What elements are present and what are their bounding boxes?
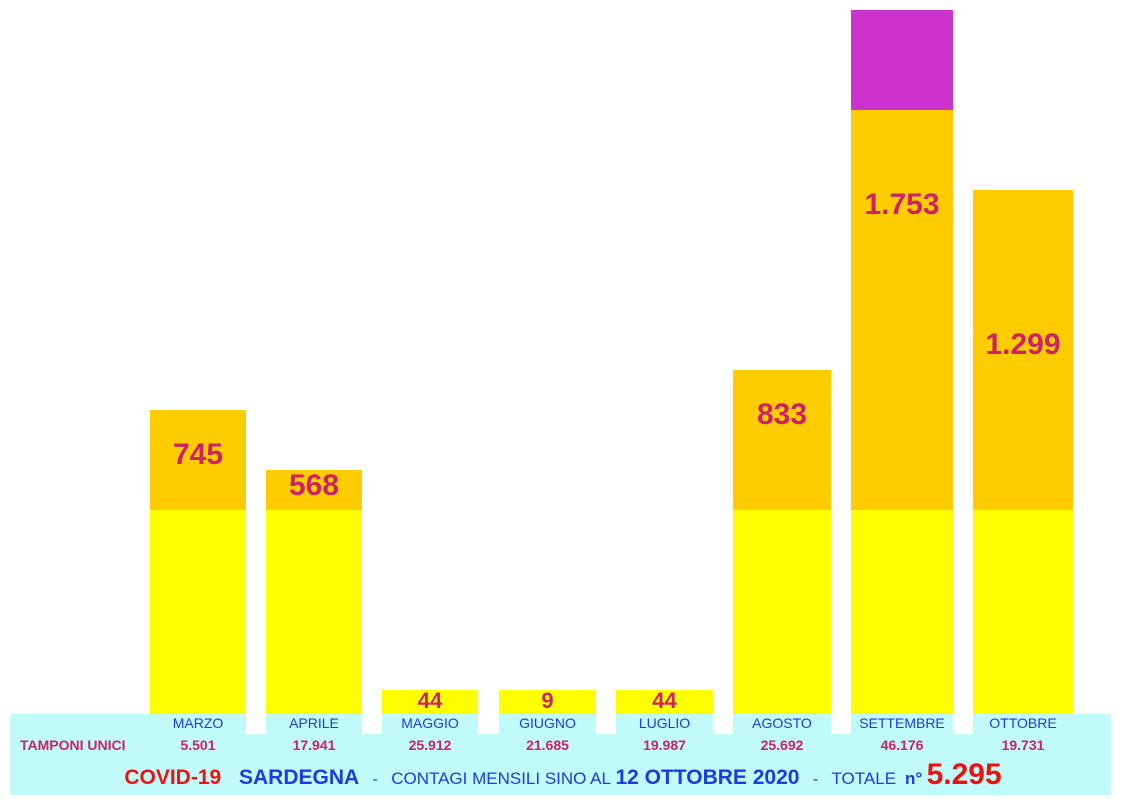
bar-segment-base xyxy=(733,510,831,714)
tamponi-label: TAMPONI UNICI xyxy=(20,737,126,753)
month-label: MAGGIO xyxy=(401,715,459,731)
column-gap xyxy=(713,714,733,734)
column-gap xyxy=(953,714,973,734)
bar-segment-base xyxy=(382,690,478,714)
month-label: OTTOBRE xyxy=(989,715,1057,731)
tamponi-value: 5.501 xyxy=(180,737,216,753)
column-gap xyxy=(362,714,382,734)
title-sep2: - xyxy=(812,771,819,788)
title-totale: TOTALE xyxy=(831,769,897,788)
bar-value-label: 44 xyxy=(652,688,677,713)
bar-segment-base xyxy=(266,510,362,714)
chart-title: COVID-19 SARDEGNA - CONTAGI MENSILI SINO… xyxy=(0,758,1126,792)
month-label: MARZO xyxy=(172,715,224,731)
tamponi-value: 25.912 xyxy=(408,737,452,753)
tamponi-value: 25.692 xyxy=(760,737,804,753)
tamponi-value: 21.685 xyxy=(526,737,569,753)
bar-segment-top xyxy=(733,370,831,510)
title-desc: CONTAGI MENSILI SINO AL xyxy=(391,769,611,788)
column-gap xyxy=(831,714,851,734)
month-label: GIUGNO xyxy=(519,715,576,731)
title-total-value: 5.295 xyxy=(926,758,1002,791)
bar-segment-base xyxy=(150,510,246,714)
column-gap xyxy=(596,714,616,734)
bar-value-label: 1.753 xyxy=(864,188,940,221)
bar-segment-base xyxy=(851,510,953,714)
tamponi-value: 17.941 xyxy=(292,737,336,753)
bar-segment-base xyxy=(973,510,1073,714)
bar-segment-top xyxy=(973,190,1073,510)
title-covid: COVID-19 xyxy=(124,766,222,789)
title-region: SARDEGNA xyxy=(238,766,360,789)
bar-value-label: 745 xyxy=(172,438,224,471)
bar-segment-base xyxy=(616,690,713,714)
bar-segment-top xyxy=(851,110,953,510)
tamponi-value: 19.731 xyxy=(1001,737,1045,753)
month-label: LUGLIO xyxy=(638,715,691,731)
bar-segment-top xyxy=(150,410,246,510)
month-label: AGOSTO xyxy=(752,715,812,731)
footer-band xyxy=(10,714,1111,795)
bar-segment-base xyxy=(499,690,596,714)
title-n: n° xyxy=(904,769,923,788)
bar-value-label: 44 xyxy=(417,688,443,713)
column-gap xyxy=(246,714,266,734)
bar-value-label: 9 xyxy=(541,688,554,713)
tamponi-value: 46.176 xyxy=(880,737,924,753)
bar-value-label: 568 xyxy=(288,469,340,502)
bar-segment-overflow xyxy=(851,10,953,110)
title-date: 12 OTTOBRE 2020 xyxy=(615,766,800,789)
month-label: APRILE xyxy=(289,715,339,731)
tamponi-value: 19.987 xyxy=(643,737,686,753)
bar-segment-top xyxy=(266,470,362,510)
column-gap xyxy=(478,714,499,734)
bar-value-label: 833 xyxy=(756,398,808,431)
month-label: SETTEMBRE xyxy=(859,715,945,731)
title-sep1: - xyxy=(372,771,378,788)
bar-value-label: 1.299 xyxy=(985,328,1061,361)
